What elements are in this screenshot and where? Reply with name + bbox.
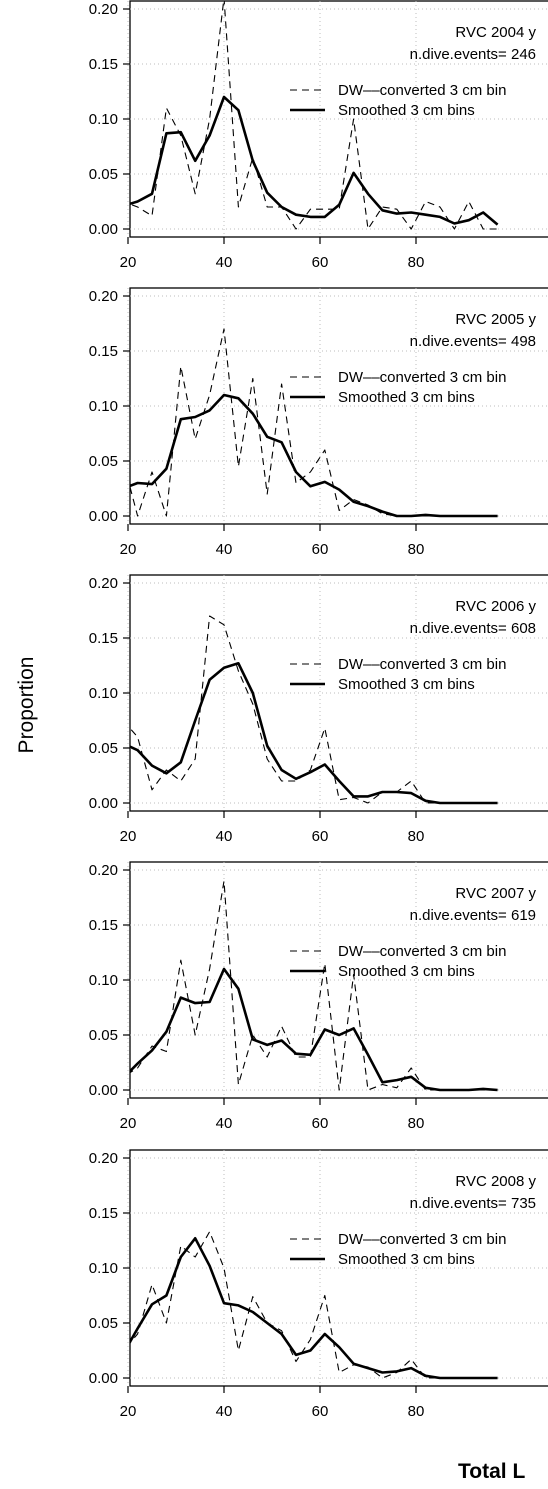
y-tick-label: 0.00 bbox=[89, 795, 118, 812]
y-tick-label: 0.20 bbox=[89, 862, 118, 879]
series-smoothed-line bbox=[130, 393, 498, 518]
y-tick-label: 0.10 bbox=[89, 111, 118, 128]
legend-solid-label: Smoothed 3 cm bins bbox=[338, 389, 475, 406]
chart-panel-2: 0.00 0.05 0.10 0.15 0.20 20 40 60 80 RVC 2005 y n.… bbox=[89, 287, 548, 558]
y-tick-label: 0.20 bbox=[89, 1, 118, 18]
x-tick-label: 40 bbox=[216, 254, 233, 271]
y-tick-label: 0.05 bbox=[89, 1315, 118, 1332]
panel-title: RVC 2004 y bbox=[455, 24, 536, 41]
y-tick-label: 0.20 bbox=[89, 288, 118, 305]
panel-title: RVC 2005 y bbox=[455, 311, 536, 328]
series-smoothed-line bbox=[130, 95, 499, 226]
x-tick-label: 60 bbox=[312, 828, 329, 845]
series-smoothed-line bbox=[130, 1237, 498, 1380]
x-tick-label: 40 bbox=[216, 1115, 233, 1132]
x-tick-label: 80 bbox=[408, 1403, 425, 1420]
panel-subtitle: n.dive.events= 735 bbox=[410, 1195, 536, 1212]
panel-subtitle: n.dive.events= 619 bbox=[410, 907, 536, 924]
y-tick-label: 0.10 bbox=[89, 398, 118, 415]
panel-subtitle: n.dive.events= 498 bbox=[410, 333, 536, 350]
y-tick-label: 0.05 bbox=[89, 166, 118, 183]
y-tick-label: 0.10 bbox=[89, 685, 118, 702]
y-tick-label: 0.10 bbox=[89, 1260, 118, 1277]
y-tick-label: 0.00 bbox=[89, 508, 118, 525]
y-axis-title: Proportion bbox=[15, 657, 38, 754]
series-dw-converted-line bbox=[130, 328, 498, 517]
legend-solid-label: Smoothed 3 cm bins bbox=[338, 1251, 475, 1268]
x-tick-label: 40 bbox=[216, 828, 233, 845]
x-tick-label: 60 bbox=[312, 541, 329, 558]
y-tick-label: 0.05 bbox=[89, 740, 118, 757]
panel-title: RVC 2006 y bbox=[455, 598, 536, 615]
legend-solid-label: Smoothed 3 cm bins bbox=[338, 963, 475, 980]
chart-panel-4: 0.00 0.05 0.10 0.15 0.20 20 40 60 80 RVC 2007 y n.… bbox=[89, 861, 548, 1132]
x-tick-label: 80 bbox=[408, 828, 425, 845]
x-tick-label: 20 bbox=[120, 254, 137, 271]
x-tick-label: 20 bbox=[120, 541, 137, 558]
chart-panel-3: 0.00 0.05 0.10 0.15 0.20 20 40 60 80 RVC 2006 y n.… bbox=[89, 574, 548, 845]
x-tick-label: 60 bbox=[312, 1115, 329, 1132]
y-tick-label: 0.15 bbox=[89, 56, 118, 73]
y-tick-label: 0.00 bbox=[89, 1082, 118, 1099]
y-tick-label: 0.05 bbox=[89, 1027, 118, 1044]
y-tick-label: 0.15 bbox=[89, 630, 118, 647]
legend-solid-label: Smoothed 3 cm bins bbox=[338, 676, 475, 693]
x-tick-label: 40 bbox=[216, 541, 233, 558]
x-tick-label: 20 bbox=[120, 1403, 137, 1420]
x-tick-label: 80 bbox=[408, 254, 425, 271]
y-tick-label: 0.00 bbox=[89, 1370, 118, 1387]
chart-panel-5: 0.00 0.05 0.10 0.15 0.20 20 40 60 80 RVC 2008 y n.… bbox=[89, 1149, 548, 1420]
chart-panel-1: 0.00 0.05 0.10 0.15 0.20 20 40 60 80 RVC 2004 y n.… bbox=[89, 0, 548, 271]
y-tick-label: 0.15 bbox=[89, 343, 118, 360]
legend-dashed-label: DW––converted 3 cm bin bbox=[338, 656, 506, 673]
legend-dashed-label: DW––converted 3 cm bin bbox=[338, 943, 506, 960]
x-tick-label: 20 bbox=[120, 828, 137, 845]
x-tick-label: 80 bbox=[408, 1115, 425, 1132]
x-axis-title: Total L bbox=[458, 1460, 525, 1483]
panel-subtitle: n.dive.events= 246 bbox=[410, 46, 536, 63]
series-dw-converted-line bbox=[130, 1, 498, 230]
y-tick-label: 0.10 bbox=[89, 972, 118, 989]
panel-subtitle: n.dive.events= 608 bbox=[410, 620, 536, 637]
y-tick-label: 0.20 bbox=[89, 575, 118, 592]
x-tick-label: 60 bbox=[312, 254, 329, 271]
legend-dashed-label: DW––converted 3 cm bin bbox=[338, 82, 506, 99]
x-tick-label: 20 bbox=[120, 1115, 137, 1132]
x-tick-label: 80 bbox=[408, 541, 425, 558]
y-tick-label: 0.15 bbox=[89, 917, 118, 934]
y-tick-label: 0.05 bbox=[89, 453, 118, 470]
y-tick-label: 0.20 bbox=[89, 1150, 118, 1167]
y-tick-label: 0.15 bbox=[89, 1205, 118, 1222]
legend-solid-label: Smoothed 3 cm bins bbox=[338, 102, 475, 119]
x-tick-label: 40 bbox=[216, 1403, 233, 1420]
x-tick-label: 60 bbox=[312, 1403, 329, 1420]
panel-title: RVC 2008 y bbox=[455, 1173, 536, 1190]
panel-title: RVC 2007 y bbox=[455, 885, 536, 902]
y-tick-label: 0.00 bbox=[89, 221, 118, 238]
series-smoothed-line bbox=[130, 661, 498, 805]
legend-dashed-label: DW––converted 3 cm bin bbox=[338, 369, 506, 386]
series-smoothed-line bbox=[130, 967, 498, 1092]
legend-dashed-label: DW––converted 3 cm bin bbox=[338, 1231, 506, 1248]
